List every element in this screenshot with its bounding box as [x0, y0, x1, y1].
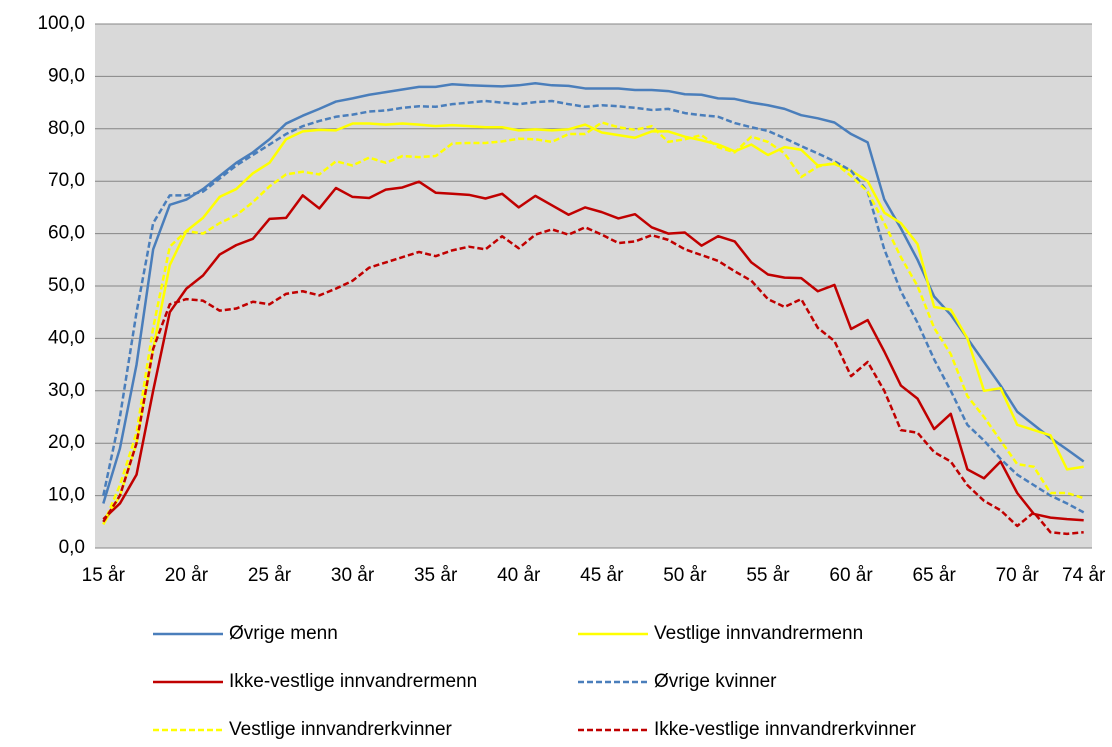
y-tick-label: 10,0 — [48, 485, 85, 506]
series-line — [102, 81, 1085, 504]
x-tick-label: 65 år — [912, 565, 956, 586]
series-line — [102, 226, 1084, 536]
y-tick-label: 100,0 — [37, 13, 85, 34]
series-line — [102, 99, 1085, 514]
series-line — [102, 122, 1084, 526]
x-tick-label: 50 år — [663, 565, 707, 586]
legend-label: Ikke-vestlige innvandrerkvinner — [654, 719, 917, 740]
x-tick-label: 15 år — [82, 565, 126, 586]
legend-label: Vestlige innvandrermenn — [654, 623, 863, 644]
x-tick-label: 35 år — [414, 565, 458, 586]
y-tick-label: 30,0 — [48, 380, 85, 401]
y-tick-label: 80,0 — [48, 118, 85, 139]
y-tick-label: 40,0 — [48, 327, 85, 348]
x-tick-label: 45 år — [580, 565, 624, 586]
x-tick-label: 74 år — [1062, 565, 1106, 586]
legend-label: Vestlige innvandrerkvinner — [229, 719, 453, 740]
series-line — [102, 180, 1084, 522]
legend-label: Øvrige kvinner — [654, 671, 777, 692]
y-tick-label: 0,0 — [59, 537, 85, 558]
x-tick-label: 70 år — [996, 565, 1040, 586]
x-tick-label: 30 år — [331, 565, 375, 586]
y-tick-label: 60,0 — [48, 223, 85, 244]
legend-label: Ikke-vestlige innvandrermenn — [229, 671, 477, 692]
y-tick-label: 20,0 — [48, 432, 85, 453]
x-tick-label: 55 år — [746, 565, 790, 586]
x-tick-label: 40 år — [497, 565, 541, 586]
x-tick-label: 25 år — [248, 565, 292, 586]
legend-label: Øvrige menn — [229, 623, 338, 644]
y-tick-label: 50,0 — [48, 275, 85, 296]
x-tick-label: 60 år — [829, 565, 873, 586]
y-tick-label: 70,0 — [48, 170, 85, 191]
y-tick-label: 90,0 — [48, 65, 85, 86]
x-tick-label: 20 år — [165, 565, 209, 586]
